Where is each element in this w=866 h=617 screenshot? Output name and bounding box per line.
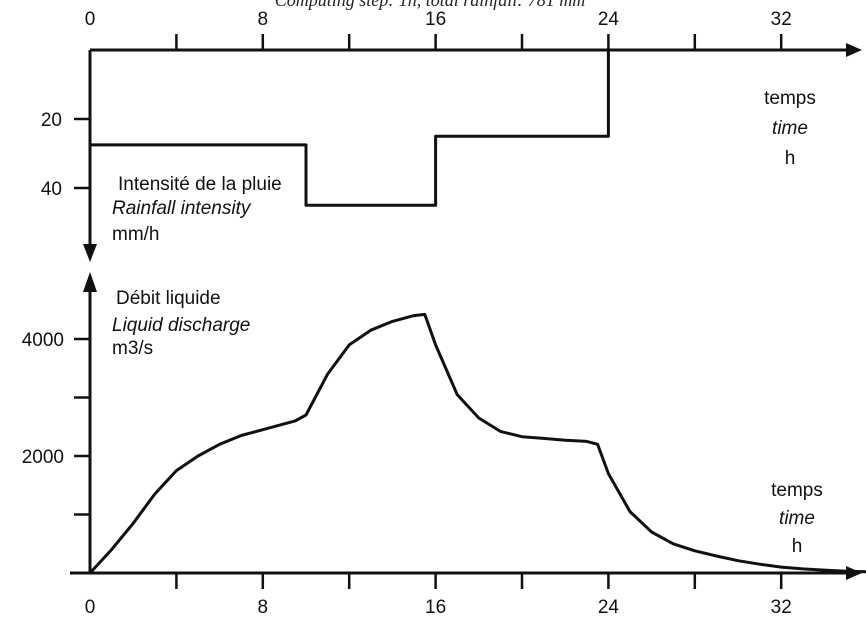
rain-x-tick-label: 32	[771, 9, 792, 30]
flow-xlabel-fr: temps	[771, 480, 823, 501]
flow-x-axis-arrow	[846, 566, 862, 580]
flow-x-ticks: 0 8 16 24 32	[85, 573, 792, 617]
rain-xlabel-unit: h	[785, 148, 796, 169]
rain-ylabel-fr: Intensité de la pluie	[118, 174, 282, 195]
rain-ylabel-en: Rainfall intensity	[112, 198, 252, 219]
flow-x-tick-label: 16	[425, 597, 446, 617]
flow-x-tick-label: 24	[598, 597, 620, 617]
flow-xlabel-en: time	[779, 508, 815, 529]
flow-x-tick-label: 8	[258, 597, 269, 617]
rain-xlabel-en: time	[772, 118, 808, 139]
rain-x-tick-label: 0	[85, 9, 96, 30]
rain-y-tick-label: 40	[41, 179, 62, 200]
rain-x-tick-label: 24	[598, 9, 620, 30]
flow-y-axis-arrow	[83, 272, 97, 292]
rain-x-tick-label: 8	[258, 9, 269, 30]
discharge-panel: 0 8 16 24 32 4000 2000 Débit liquide Liquid d…	[22, 272, 866, 617]
rainfall-series-line	[88, 48, 610, 207]
flow-ylabel-en: Liquid discharge	[112, 315, 250, 336]
chart-title: Computing step: 1h, total rainfall: 781 …	[275, 0, 586, 10]
rain-x-ticks: 0 8 16 24 32	[85, 9, 792, 50]
flow-x-tick-label: 0	[85, 597, 96, 617]
flow-xlabel-unit: h	[792, 536, 803, 557]
flow-y-tick-label: 2000	[22, 447, 64, 468]
rain-x-axis-arrow	[846, 43, 862, 57]
rain-y-axis-arrow	[83, 244, 97, 262]
flow-y-tick-label: 4000	[22, 330, 64, 351]
flow-ylabel-unit: m3/s	[112, 338, 153, 359]
rain-y-tick-label: 20	[41, 110, 62, 131]
flow-y-ticks: 4000 2000	[22, 330, 90, 516]
rain-x-tick-label: 16	[425, 9, 446, 30]
flow-x-tick-label: 32	[771, 597, 792, 617]
rain-ylabel-unit: mm/h	[112, 224, 160, 245]
flow-ylabel-fr: Débit liquide	[116, 288, 221, 309]
discharge-series-line	[88, 312, 866, 575]
rain-xlabel-fr: temps	[764, 88, 816, 109]
